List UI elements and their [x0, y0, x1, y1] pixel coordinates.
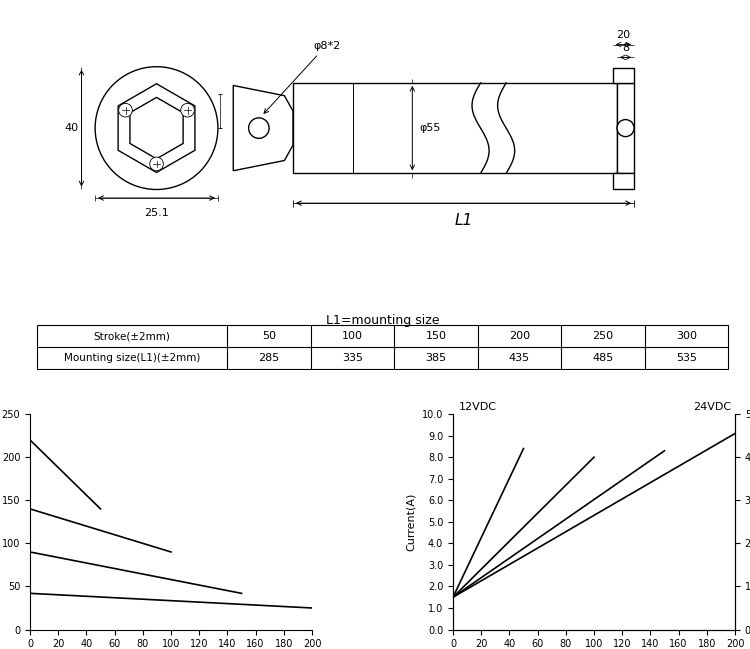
Text: 24VDC: 24VDC: [693, 402, 730, 412]
Text: 50: 50: [262, 331, 276, 341]
Text: 300: 300: [676, 331, 697, 341]
Text: 335: 335: [342, 353, 363, 363]
Text: 25.1: 25.1: [144, 208, 169, 218]
Bar: [613, 67, 634, 83]
Text: φ55: φ55: [419, 123, 440, 133]
Polygon shape: [233, 86, 293, 171]
Text: 20: 20: [616, 31, 631, 40]
Bar: [293, 83, 617, 173]
Text: φ8*2: φ8*2: [314, 42, 340, 51]
Text: Mounting size(L1)(±2mm): Mounting size(L1)(±2mm): [64, 353, 200, 363]
Bar: [617, 83, 634, 173]
Circle shape: [248, 118, 269, 138]
Bar: [37, 325, 728, 369]
Text: L1=mounting size: L1=mounting size: [326, 314, 440, 327]
Text: 535: 535: [676, 353, 697, 363]
Text: 435: 435: [509, 353, 530, 363]
Text: 8: 8: [622, 43, 629, 53]
Polygon shape: [118, 84, 195, 173]
Text: 100: 100: [342, 331, 363, 341]
Text: Stroke(±2mm): Stroke(±2mm): [94, 331, 171, 341]
Text: 250: 250: [592, 331, 613, 341]
Y-axis label: Current(A): Current(A): [406, 493, 416, 551]
Text: 285: 285: [259, 353, 280, 363]
Circle shape: [118, 103, 132, 117]
Circle shape: [617, 119, 634, 137]
Text: 150: 150: [425, 331, 446, 341]
Circle shape: [150, 157, 164, 171]
Circle shape: [181, 103, 194, 117]
Circle shape: [95, 67, 218, 190]
Text: L1: L1: [454, 214, 472, 228]
Text: 385: 385: [425, 353, 446, 363]
Text: 40: 40: [64, 123, 78, 133]
Bar: [613, 173, 634, 189]
Text: 200: 200: [509, 331, 530, 341]
Text: 12VDC: 12VDC: [459, 402, 497, 412]
Polygon shape: [130, 97, 183, 159]
Text: 485: 485: [592, 353, 613, 363]
